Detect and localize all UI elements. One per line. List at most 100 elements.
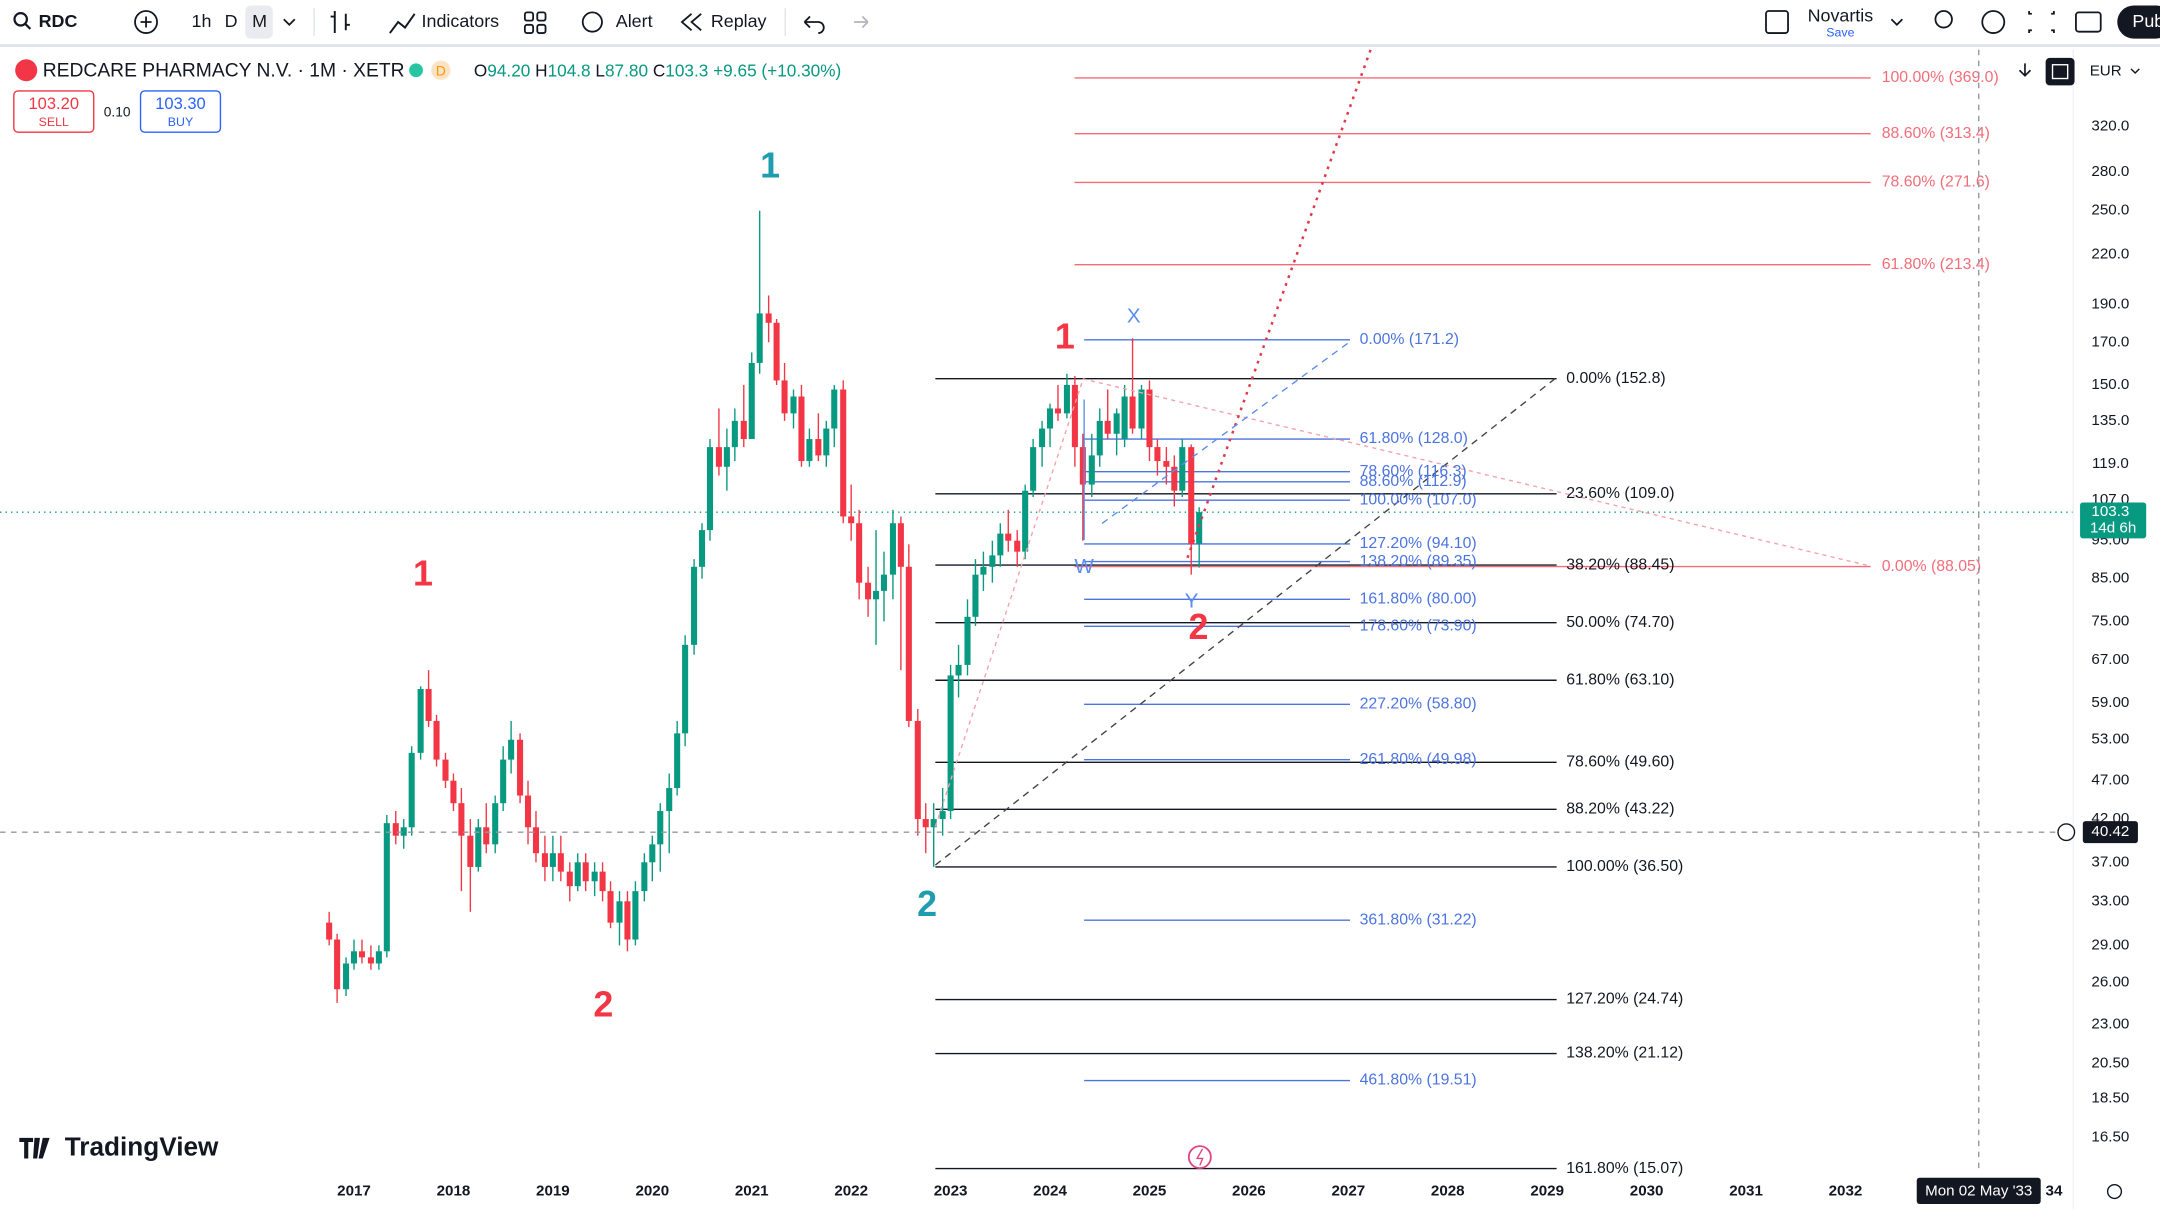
x-tick-label: 2029 [1530,1183,1564,1200]
candle-body [657,811,664,845]
fib-label: 0.00% (152.8) [1566,370,1665,387]
currency[interactable]: EUR [2090,63,2122,80]
indicators-button[interactable]: Indicators [422,11,500,31]
candle-body [599,871,606,892]
layout-status: Save [1826,25,1854,39]
y-tick-label: 320.0 [2091,118,2129,135]
alert-icon [581,11,603,33]
candle-body [649,844,656,863]
interval-menu[interactable] [283,18,296,27]
trend-line [1101,341,1351,525]
redo[interactable] [854,15,869,29]
symbol[interactable]: RDC [39,11,78,31]
fib-label: 61.80% (213.4) [1882,256,1990,273]
candle-body [607,891,614,923]
add-symbol-icon [140,16,152,28]
candle-body [930,819,937,828]
candle-body [997,533,1004,556]
ohlc-value: 103.3 [665,60,708,80]
candle-body [358,951,365,958]
wave-label: 2 [917,884,937,924]
candle-body [914,720,921,820]
candle-body [698,530,706,567]
templates[interactable] [523,11,547,34]
candle-body [1104,420,1111,434]
chart-type[interactable] [330,11,350,34]
interval[interactable]: 1h [192,11,212,31]
candle-body [326,922,333,940]
fib-label: 127.20% (24.74) [1566,991,1683,1008]
interval[interactable]: M [252,11,267,31]
candle-body [723,447,730,467]
y-tick-label: 47.00 [2091,772,2129,789]
candle-body [350,951,358,964]
candle-body [939,811,946,820]
candle-body [947,675,954,812]
x-tick-label: 2018 [437,1183,471,1200]
axis-settings[interactable] [2106,1183,2123,1200]
fib-label: 78.60% (49.60) [1566,754,1674,771]
ohlc-key: L [595,60,605,80]
layout-menu[interactable] [1890,18,1904,27]
candle-body [989,555,996,567]
x-tick-label: 2017 [337,1183,371,1200]
x-tick-label: 2026 [1232,1183,1266,1200]
candle-body [1163,461,1170,467]
x-tick-label: 2021 [735,1183,769,1200]
buy-button[interactable] [139,90,222,133]
fullscreen[interactable] [2028,11,2055,34]
scale-down[interactable] [2018,63,2032,77]
candle-body [740,420,747,440]
fib-label: 161.80% (80.00) [1360,591,1477,608]
candle-body [790,396,797,414]
auto-scale-icon [2051,64,2069,80]
candle-body [425,689,432,721]
candle-body [1039,428,1046,448]
fib-label: 0.00% (171.2) [1360,331,1459,348]
fib-label: 88.20% (43.22) [1566,800,1674,817]
symbol-logo [15,59,38,82]
settings[interactable] [1981,10,2006,34]
quick-search[interactable] [1934,10,1953,29]
snapshot[interactable] [2075,11,2102,33]
fib-label: 88.60% (313.4) [1882,125,1990,142]
candle-body [1079,447,1086,485]
toolbar: RDC 1h D M Indicators Alert Replay Novar… [0,5,2160,47]
y-tick-label: 250.0 [2091,202,2129,219]
candle-body [1196,512,1203,544]
alert-button[interactable]: Alert [616,11,653,31]
sell-button[interactable] [13,90,95,133]
publish-button[interactable] [2117,5,2160,39]
ohlc-value: 87.80 [605,60,648,80]
candle-body [897,523,904,567]
auto-scale[interactable] [2045,57,2075,86]
candle-body [964,616,971,665]
candle-body [905,566,912,721]
search-icon [13,11,28,27]
fib-layer [935,77,1871,1170]
candle-body [1063,384,1070,414]
wave-label: 1 [1055,316,1075,356]
trend-line [934,379,1084,827]
candle-body [731,420,738,448]
add-symbol[interactable] [134,10,158,34]
ohlc-key: C [653,60,665,80]
symbol-search[interactable]: RDC [13,11,78,31]
undo[interactable] [803,15,825,34]
candle-body [591,871,598,882]
candle-body [1146,389,1153,448]
wave-label: 2 [1189,607,1209,647]
event-icon [1195,1148,1204,1166]
interval[interactable]: D [225,11,238,31]
event-marker[interactable] [1187,1145,1212,1170]
ohlc-value: 94.20 [487,60,530,80]
candle-body [541,853,548,867]
x-tick-label: 2023 [934,1183,968,1200]
replay-button[interactable]: Replay [711,11,767,31]
x-tick-label: 2027 [1331,1183,1365,1200]
crosshair-add[interactable] [2057,823,2076,842]
fib-label: 138.20% (89.35) [1360,553,1477,570]
candle-body [1154,447,1161,462]
candle-body [691,566,698,645]
layout-name[interactable]: Novartis [1808,5,1874,25]
